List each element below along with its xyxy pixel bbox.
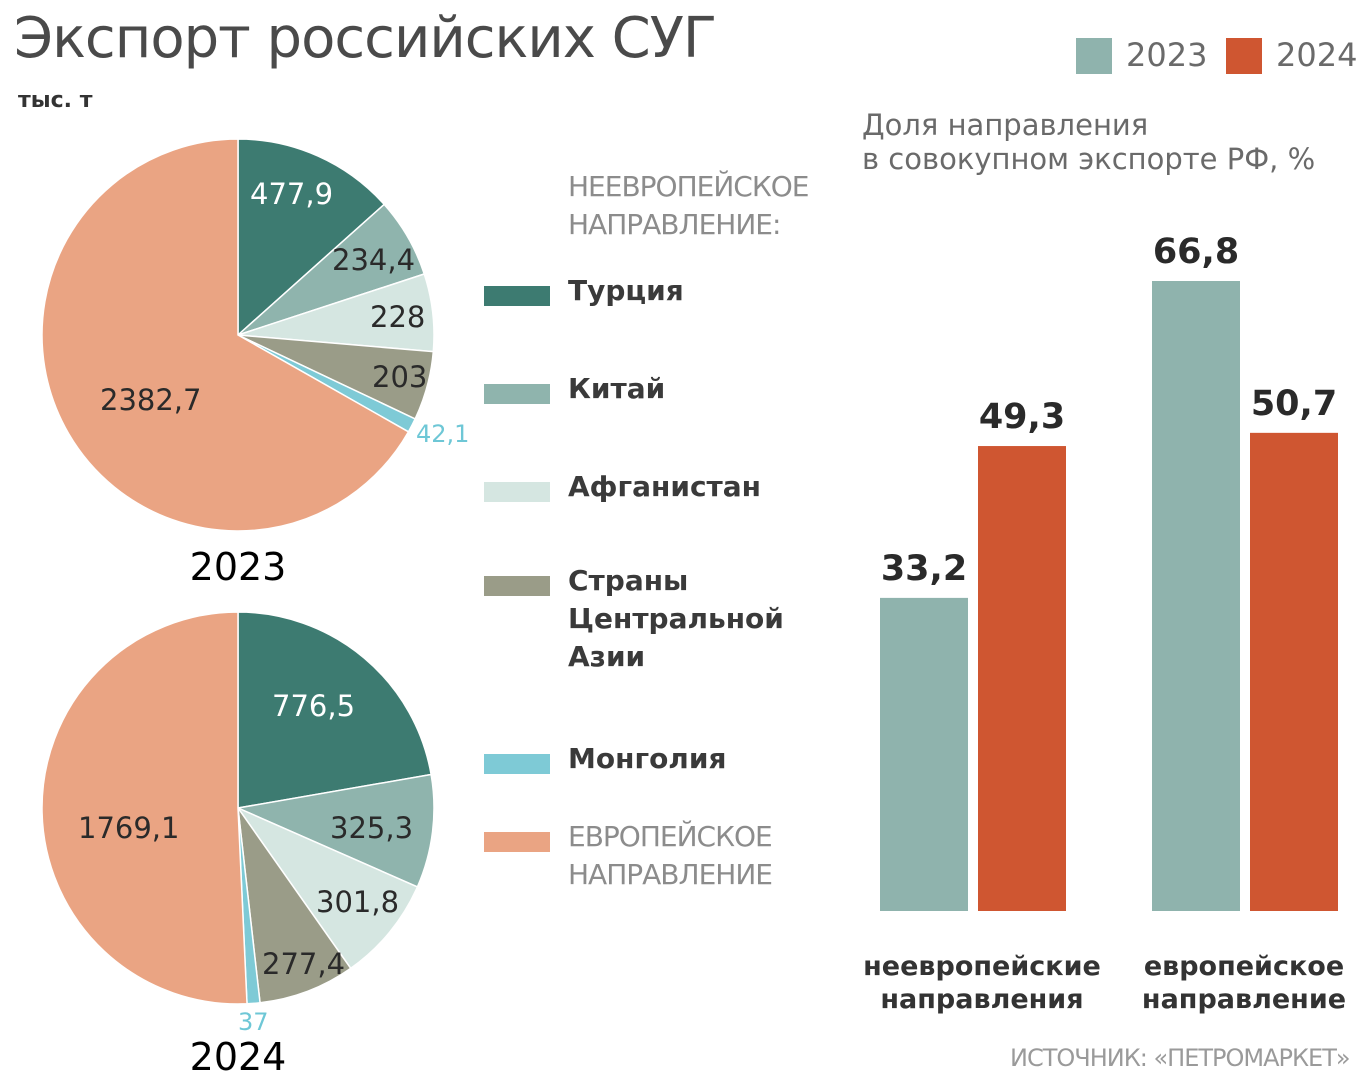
legend-label: Страны Центральной Азии <box>568 562 784 676</box>
units-label: тыс. т <box>18 88 93 113</box>
category-label-non-european: неевропейские направления <box>852 950 1112 1016</box>
pie-slice <box>41 611 248 1005</box>
legend-label-line: Турция <box>568 274 684 307</box>
pie-slice <box>235 773 435 888</box>
legend-label-line: НАПРАВЛЕНИЕ <box>568 858 773 891</box>
pie-slice <box>237 807 352 1004</box>
slice-value-label: 1769,1 <box>78 811 179 845</box>
bar-value-label: 50,7 <box>1251 384 1337 424</box>
legend-swatch <box>484 482 550 502</box>
slice-value-label: 776,5 <box>272 689 355 723</box>
subtitle-line: в совокупном экспорте РФ, % <box>862 142 1316 176</box>
legend-label-line: Китай <box>568 372 666 405</box>
legend-swatch <box>484 576 550 596</box>
legend-label: Монголия <box>568 740 726 778</box>
bar-2023 <box>1152 281 1240 911</box>
legend-heading: НЕЕВРОПЕЙСКОЕ НАПРАВЛЕНИЕ: <box>568 168 809 244</box>
pie-slice <box>235 806 419 970</box>
pie-year-label: 2024 <box>190 1035 287 1079</box>
bar-2024 <box>1250 432 1338 911</box>
slice-value-label: 228 <box>370 300 425 334</box>
pie-chart-2023: 477,9 234,4 228 203 42,1 2382,7 2023 <box>41 138 469 589</box>
slice-value-label: 42,1 <box>416 420 469 448</box>
slice-value-label: 277,4 <box>262 947 345 981</box>
bar-2024 <box>978 446 1066 911</box>
legend-label: ЕВРОПЕЙСКОЕ НАПРАВЛЕНИЕ <box>568 818 773 894</box>
legend-label-line: Афганистан <box>568 470 762 503</box>
subtitle-line: Доля направления <box>862 108 1149 142</box>
slice-value-label: 203 <box>372 360 427 394</box>
source-note: ИСТОЧНИК: «ПЕТРОМАРКЕТ» <box>1010 1044 1351 1072</box>
legend-swatch <box>484 286 550 306</box>
legend-label: 2023 <box>1126 36 1208 74</box>
slice-value-label: 2382,7 <box>100 383 201 417</box>
legend-label-line: Центральной <box>568 602 784 635</box>
legend-swatch <box>484 832 550 852</box>
category-label-line: направление <box>1141 984 1347 1015</box>
bar-2023 <box>880 597 968 911</box>
category-label-line: неевропейские <box>863 951 1101 982</box>
bar-value-label: 66,8 <box>1153 232 1239 272</box>
legend-label: 2024 <box>1276 36 1358 74</box>
category-label-line: направления <box>880 984 1084 1015</box>
legend-label-line: Страны <box>568 564 689 597</box>
legend-label: Турция <box>568 272 684 310</box>
slice-value-label: 325,3 <box>330 811 413 845</box>
legend-swatch <box>1226 38 1262 74</box>
legend-heading-line: НАПРАВЛЕНИЕ: <box>568 208 781 241</box>
bar-value-label: 33,2 <box>881 549 967 589</box>
slice-value-label: 301,8 <box>316 885 399 919</box>
legend-label-line: Монголия <box>568 742 727 775</box>
legend-heading-line: НЕЕВРОПЕЙСКОЕ <box>568 170 809 203</box>
slice-value-label: 234,4 <box>332 243 415 277</box>
pie-chart-2024: 776,5 325,3 301,8 277,4 37 1769,1 2024 <box>41 611 435 1079</box>
category-label-european: европейское направление <box>1114 950 1367 1016</box>
legend-swatch <box>484 384 550 404</box>
category-label-line: европейское <box>1143 951 1345 982</box>
pie-year-label: 2023 <box>190 545 287 589</box>
bar-chart-subtitle: Доля направления в совокупном экспорте Р… <box>862 108 1315 176</box>
chart-title: Экспорт российских СУГ <box>14 6 717 71</box>
slice-value-label: 477,9 <box>250 177 333 211</box>
legend-label-line: ЕВРОПЕЙСКОЕ <box>568 820 773 853</box>
bar-chart: 33,2 49,3 66,8 50,7 <box>880 232 1338 911</box>
pie-slice <box>237 611 432 809</box>
pie-slice <box>237 138 386 337</box>
legend-swatch <box>484 754 550 774</box>
bar-value-label: 49,3 <box>979 397 1065 437</box>
legend-swatch <box>1076 38 1112 74</box>
slice-value-label: 37 <box>238 1008 269 1036</box>
legend-label: Китай <box>568 370 665 408</box>
legend-label-line: Азии <box>568 640 646 673</box>
pie-slice <box>41 138 410 532</box>
legend-label: Афганистан <box>568 468 761 506</box>
